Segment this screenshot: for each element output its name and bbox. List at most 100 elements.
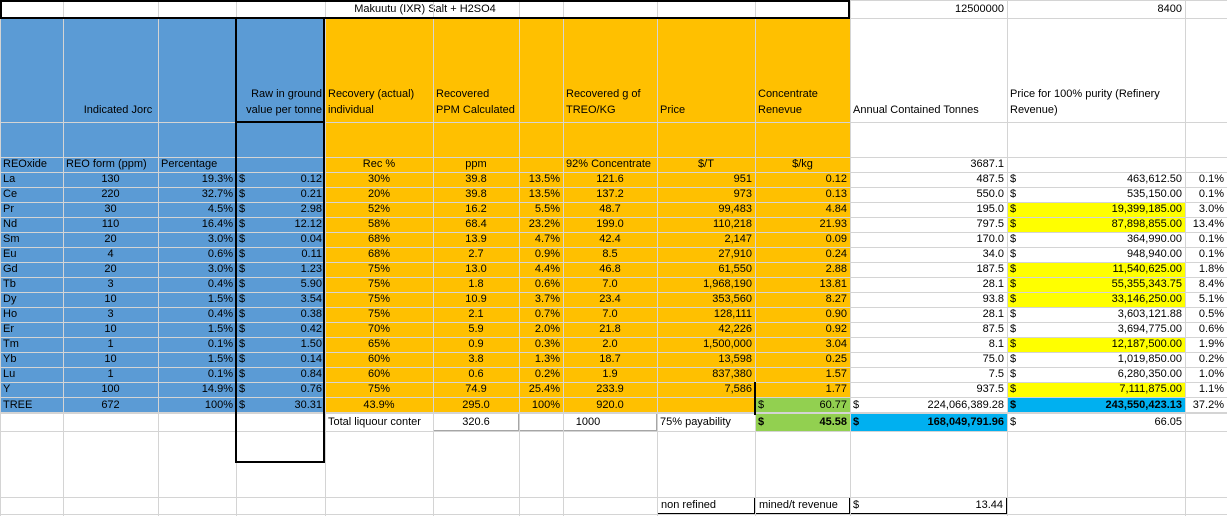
pay-refinery-cell[interactable]: 66.05 (1154, 415, 1182, 428)
element-cell[interactable]: Nd (0, 217, 63, 232)
share-cell[interactable]: 5.5% (519, 202, 563, 217)
element-cell[interactable]: Tb (0, 277, 63, 292)
recovered-g-cell[interactable]: 21.8 (563, 322, 657, 337)
payability-label-cell[interactable]: 75% payability (660, 415, 731, 428)
total-ppm-cell[interactable]: 295.0 (433, 397, 519, 413)
total-conc-dollar-cell[interactable]: $ (755, 397, 775, 413)
share-cell[interactable]: 0.6% (519, 277, 563, 292)
raw-value-cell[interactable]: 0.42 (260, 322, 325, 337)
annual-tonnes-cell[interactable]: 797.5 (976, 218, 1004, 230)
raw-dollar-cell[interactable]: $ (236, 262, 260, 277)
value-1000-cell[interactable]: 1000 (519, 413, 657, 431)
refinery-pct-cell[interactable]: 0.1% (1198, 248, 1224, 260)
recovered-g-cell[interactable]: 1.9 (563, 367, 657, 382)
refinery-pct-cell[interactable]: 1.1% (1198, 383, 1224, 395)
annual-tonnes-header[interactable]: Annual Contained Tonnes (853, 104, 979, 117)
percentage-cell[interactable]: 0.1% (158, 367, 236, 382)
refinery-value-cell[interactable]: 1,019,850.00 (1117, 353, 1182, 365)
ppm-subheader[interactable]: ppm (433, 157, 519, 172)
price-cell[interactable]: 13,598 (657, 352, 755, 367)
concentrate-cell[interactable]: 0.92 (755, 322, 850, 337)
total-dollar-cell[interactable]: $ (236, 397, 260, 413)
share-cell[interactable]: 23.2% (519, 217, 563, 232)
element-cell[interactable]: Lu (0, 367, 63, 382)
annual-tonnes-cell[interactable]: 7.5 (988, 368, 1004, 380)
ppm-cell[interactable]: 74.9 (433, 382, 519, 397)
raw-value-cell[interactable]: 0.11 (260, 247, 325, 262)
percentage-cell[interactable]: 4.5% (158, 202, 236, 217)
price-cell[interactable]: 1,500,000 (657, 337, 755, 352)
ppm-cell[interactable]: 68.4 (433, 217, 519, 232)
percentage-cell[interactable]: 16.4% (158, 217, 236, 232)
recovered-g-cell[interactable]: 48.7 (563, 202, 657, 217)
ppm-cell[interactable]: 13.9 (433, 232, 519, 247)
annual-tonnes-cell[interactable]: 93.8 (982, 293, 1004, 305)
raw-value-cell[interactable]: 0.76 (260, 382, 325, 397)
price-cell[interactable]: 973 (657, 187, 755, 202)
refinery-dollar-cell[interactable]: $ (1007, 337, 1030, 352)
percentage-cell[interactable]: 14.9% (158, 382, 236, 397)
refinery-value-cell[interactable]: 7,111,875.00 (1030, 382, 1185, 397)
refinery-dollar-cell[interactable]: $ (1010, 188, 1017, 200)
element-cell[interactable]: Pr (0, 202, 63, 217)
refinery-dollar-cell[interactable]: $ (1010, 353, 1017, 365)
annual-tonnes-cell[interactable]: 28.1 (982, 278, 1004, 290)
liquor-label-cell[interactable]: Total liquour conter (328, 415, 421, 428)
concentrate-cell[interactable]: 0.12 (755, 172, 850, 187)
refinery-value-cell[interactable]: 3,603,121.88 (1117, 308, 1182, 320)
refinery-dollar-cell[interactable]: $ (1010, 323, 1017, 335)
element-cell[interactable]: Sm (0, 232, 63, 247)
refinery-dollar-cell[interactable]: $ (1010, 308, 1017, 320)
total-refinery-pct-cell[interactable]: 37.2% (1192, 398, 1224, 411)
ppm-cell[interactable]: 0.9 (433, 337, 519, 352)
concentrate-cell[interactable]: 0.25 (755, 352, 850, 367)
refinery-dollar-cell[interactable]: $ (1007, 202, 1030, 217)
total-share-cell[interactable]: 100% (519, 397, 563, 413)
refinery-value-cell[interactable]: 19,399,185.00 (1030, 202, 1185, 217)
annual-tonnes-cell[interactable]: 937.5 (976, 383, 1004, 395)
price-cell[interactable]: 353,560 (657, 292, 755, 307)
price-param[interactable]: 8400 (1157, 2, 1182, 15)
percentage-subheader[interactable]: Percentage (158, 157, 236, 172)
refinery-value-cell[interactable]: 11,540,625.00 (1030, 262, 1185, 277)
rec-pct-cell[interactable]: 75% (325, 382, 433, 397)
raw-value-cell[interactable]: 1.23 (260, 262, 325, 277)
refinery-value-cell[interactable]: 87,898,855.00 (1030, 217, 1185, 232)
element-cell[interactable]: Y (0, 382, 63, 397)
total-refinery-cell[interactable]: 243,550,423.13 (1030, 397, 1185, 413)
ppm-cell[interactable]: 10.9 (433, 292, 519, 307)
refinery-value-cell[interactable]: 33,146,250.00 (1030, 292, 1185, 307)
conc92-subheader[interactable]: 92% Concentrate (563, 157, 657, 172)
annual-tonnes-cell[interactable]: 87.5 (982, 323, 1004, 335)
refinery-value-cell[interactable]: 948,940.00 (1126, 248, 1182, 260)
recovered-g-cell[interactable]: 2.0 (563, 337, 657, 352)
reo-ppm-cell[interactable]: 20 (63, 232, 158, 247)
refinery-revenue-header[interactable]: Price for 100% purity (Refinery Revenue) (1010, 88, 1160, 117)
recovered-g-cell[interactable]: 42.4 (563, 232, 657, 247)
refinery-value-cell[interactable]: 535,150.00 (1126, 188, 1182, 200)
raw-dollar-cell[interactable]: $ (236, 202, 260, 217)
refinery-dollar-cell[interactable]: $ (1010, 368, 1017, 380)
recovery-header[interactable]: Recovery (actual) individual (328, 88, 415, 117)
price-cell[interactable]: 1,968,190 (657, 277, 755, 292)
raw-dollar-cell[interactable]: $ (236, 247, 260, 262)
ppm-cell[interactable]: 2.1 (433, 307, 519, 322)
price-cell[interactable]: 7,586 (657, 382, 755, 397)
refinery-value-cell[interactable]: 364,990.00 (1126, 233, 1182, 245)
reo-ppm-cell[interactable]: 10 (63, 352, 158, 367)
share-cell[interactable]: 0.9% (519, 247, 563, 262)
share-cell[interactable]: 4.4% (519, 262, 563, 277)
raw-value-cell[interactable]: 0.14 (260, 352, 325, 367)
reo-ppm-cell[interactable]: 1 (63, 337, 158, 352)
mined-dollar-cell[interactable]: $ (850, 497, 870, 514)
rec-pct-cell[interactable]: 75% (325, 292, 433, 307)
share-cell[interactable]: 1.3% (519, 352, 563, 367)
concentrate-cell[interactable]: 0.09 (755, 232, 850, 247)
refinery-value-cell[interactable]: 463,612.50 (1126, 173, 1182, 185)
raw-dollar-cell[interactable]: $ (236, 337, 260, 352)
reo-ppm-cell[interactable]: 10 (63, 322, 158, 337)
concentrate-cell[interactable]: 8.27 (755, 292, 850, 307)
rec-pct-cell[interactable]: 20% (325, 187, 433, 202)
refinery-dollar-cell[interactable]: $ (1007, 292, 1030, 307)
refinery-pct-cell[interactable]: 8.4% (1198, 278, 1224, 290)
